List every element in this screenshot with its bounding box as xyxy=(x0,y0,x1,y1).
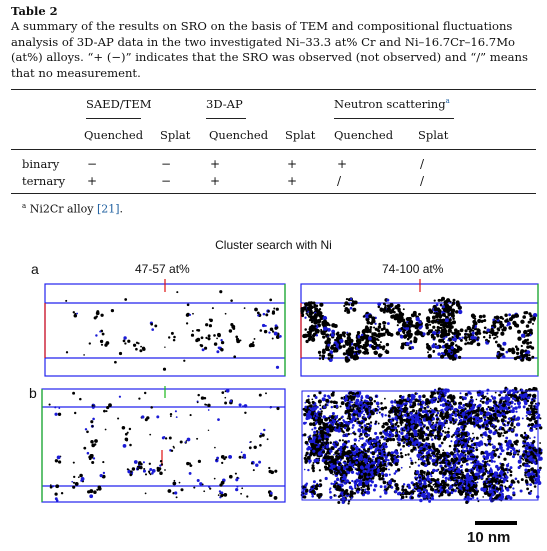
table-cell: / xyxy=(337,174,342,188)
row-label-binary: binary xyxy=(22,157,60,171)
table-cell: / xyxy=(420,174,425,188)
subheader-quenched: Quenched xyxy=(84,128,144,142)
reference-link[interactable]: [21] xyxy=(96,202,120,216)
column-label-74-100: 74-100 at% xyxy=(382,262,444,276)
footnote-mark: a xyxy=(445,97,450,106)
panel-label-b: b xyxy=(29,385,37,401)
table-caption: A summary of the results on SRO on the b… xyxy=(11,19,528,80)
subheader-splat: Splat xyxy=(160,128,191,142)
panel-label-a: a xyxy=(31,261,39,277)
table-label: Table 2 xyxy=(11,4,58,18)
atom-dots xyxy=(48,388,280,502)
row-label-ternary: ternary xyxy=(22,174,66,188)
table-cell: + xyxy=(87,174,98,188)
table-cell: + xyxy=(287,157,298,171)
table-cell: / xyxy=(420,157,425,171)
atom-dots xyxy=(300,386,543,505)
header-neutron-scattering: Neutron scatteringa xyxy=(334,97,450,111)
scale-bar-label: 10 nm xyxy=(467,529,511,546)
column-label-47-57: 47-57 at% xyxy=(135,262,190,276)
subheader-quenched: Quenched xyxy=(334,128,394,142)
scale-bar xyxy=(475,521,517,525)
atom-dots xyxy=(65,290,282,371)
subrule-saed xyxy=(86,118,141,119)
table-cell: − xyxy=(87,157,98,171)
header-3d-ap: 3D-AP xyxy=(206,97,243,111)
table-header-rule xyxy=(11,149,536,150)
figure-title: Cluster search with Ni xyxy=(215,238,332,252)
table-bottom-rule xyxy=(11,193,536,194)
table-cell: − xyxy=(161,157,172,171)
subheader-splat: Splat xyxy=(418,128,449,142)
header-saed-tem: SAED/TEM xyxy=(86,97,152,111)
table-cell: + xyxy=(337,157,348,171)
table-top-rule xyxy=(11,89,536,90)
subrule-neutron xyxy=(334,118,454,119)
subheader-quenched: Quenched xyxy=(209,128,269,142)
table-cell: + xyxy=(210,157,221,171)
table-footnote: a Ni2Cr alloy [21]. xyxy=(22,202,124,216)
subrule-3dap xyxy=(206,118,246,119)
table-cell: + xyxy=(210,174,221,188)
atom-dots xyxy=(300,296,538,363)
subheader-splat: Splat xyxy=(285,128,316,142)
table-cell: + xyxy=(287,174,298,188)
table-cell: − xyxy=(161,174,172,188)
